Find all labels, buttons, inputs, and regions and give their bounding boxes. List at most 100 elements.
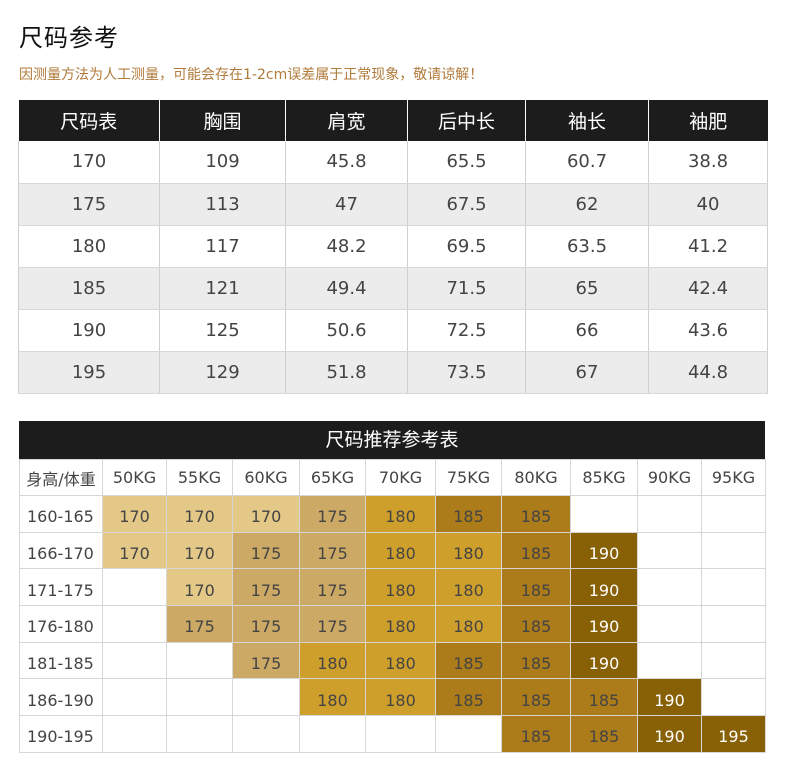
- recommend-row: 160-165 170 170 170 175 180 185 185: [19, 495, 766, 533]
- recommend-cell: 180: [365, 641, 436, 680]
- height-label: 181-185: [19, 641, 103, 680]
- header-length: 后中长: [407, 100, 526, 141]
- page-title: 尺码参考: [19, 24, 119, 52]
- recommend-cell: 180: [299, 678, 366, 717]
- height-label: 190-195: [19, 715, 103, 753]
- size-row: 175 113 47 67.5 62 40: [18, 183, 768, 226]
- recommend-cell: [701, 568, 766, 607]
- corner-label: 身高/体重: [19, 459, 103, 496]
- size-cell: 73.5: [407, 351, 526, 394]
- recommend-cell: 195: [701, 715, 766, 753]
- recommend-cell: 185: [501, 678, 571, 717]
- recommend-row: 171-175 170 175 175 180 180 185 190: [19, 568, 766, 607]
- height-label: 160-165: [19, 495, 103, 533]
- recommend-cell: [637, 605, 702, 643]
- recommend-cell: [102, 678, 167, 717]
- recommend-cell: 190: [637, 678, 702, 717]
- size-cell: 63.5: [525, 225, 649, 268]
- size-cell: 66: [525, 309, 649, 352]
- recommend-cell: [365, 715, 436, 753]
- size-cell: 40: [648, 183, 768, 226]
- size-row: 195 129 51.8 73.5 67 44.8: [18, 351, 768, 394]
- recommend-row: 190-195 185 185 190 195: [19, 715, 766, 753]
- size-cell: 60.7: [525, 141, 649, 184]
- recommend-cell: 180: [365, 605, 436, 643]
- recommend-cell: 175: [299, 495, 366, 533]
- recommend-cell: 185: [501, 605, 571, 643]
- weight-header: 60KG: [232, 459, 300, 496]
- size-cell: 51.8: [285, 351, 408, 394]
- recommend-cell: 180: [435, 605, 502, 643]
- recommend-cell: [232, 678, 300, 717]
- recommend-cell: [166, 641, 233, 680]
- recommend-cell: [701, 495, 766, 533]
- recommend-cell: 170: [232, 495, 300, 533]
- size-cell: 185: [18, 267, 160, 310]
- weight-header: 80KG: [501, 459, 571, 496]
- height-label: 171-175: [19, 568, 103, 607]
- size-cell: 44.8: [648, 351, 768, 394]
- recommend-cell: [102, 568, 167, 607]
- measurement-note: 因测量方法为人工测量，可能会存在1-2cm误差属于正常现象，敬请谅解！: [19, 67, 484, 83]
- recommend-cell: [102, 605, 167, 643]
- header-size: 尺码表: [18, 100, 160, 141]
- recommend-cell: 180: [365, 531, 436, 570]
- weight-header: 75KG: [435, 459, 502, 496]
- header-sleeve-length: 袖长: [525, 100, 649, 141]
- recommend-title: 尺码推荐参考表: [19, 421, 765, 459]
- recommend-cell: [102, 641, 167, 680]
- recommend-cell: 185: [501, 715, 571, 753]
- recommend-cell: 190: [570, 641, 638, 680]
- recommend-cell: [701, 678, 766, 717]
- header-sleeve-width: 袖肥: [648, 100, 768, 141]
- size-cell: 50.6: [285, 309, 408, 352]
- size-cell: 175: [18, 183, 160, 226]
- recommend-cell: [435, 715, 502, 753]
- size-cell: 67: [525, 351, 649, 394]
- recommend-cell: 170: [166, 531, 233, 570]
- recommend-cell: 185: [501, 568, 571, 607]
- size-cell: 117: [159, 225, 286, 268]
- recommend-cell: 180: [365, 495, 436, 533]
- weight-header: 90KG: [637, 459, 702, 496]
- size-row: 180 117 48.2 69.5 63.5 41.2: [18, 225, 768, 268]
- recommend-cell: 185: [570, 715, 638, 753]
- recommend-cell: 185: [435, 641, 502, 680]
- height-label: 176-180: [19, 605, 103, 643]
- recommend-cell: 190: [570, 531, 638, 570]
- recommend-row: 166-170 170 170 175 175 180 180 185 190: [19, 531, 766, 570]
- size-cell: 65: [525, 267, 649, 310]
- size-cell: 48.2: [285, 225, 408, 268]
- recommend-cell: 190: [570, 568, 638, 607]
- recommend-cell: 170: [166, 495, 233, 533]
- recommend-cell: 175: [299, 531, 366, 570]
- height-label: 186-190: [19, 678, 103, 717]
- recommend-cell: 185: [501, 531, 571, 570]
- recommend-cell: [701, 531, 766, 570]
- size-cell: 42.4: [648, 267, 768, 310]
- recommend-cell: 175: [232, 605, 300, 643]
- recommend-cell: 190: [570, 605, 638, 643]
- size-cell: 125: [159, 309, 286, 352]
- size-cell: 67.5: [407, 183, 526, 226]
- recommend-cell: [232, 715, 300, 753]
- size-cell: 180: [18, 225, 160, 268]
- size-cell: 113: [159, 183, 286, 226]
- weight-header: 85KG: [570, 459, 638, 496]
- size-cell: 190: [18, 309, 160, 352]
- size-cell: 65.5: [407, 141, 526, 184]
- height-label: 166-170: [19, 531, 103, 570]
- size-cell: 71.5: [407, 267, 526, 310]
- header-chest: 胸围: [159, 100, 286, 141]
- recommend-header: 身高/体重 50KG 55KG 60KG 65KG 70KG 75KG 80KG 85KG 90…: [19, 459, 766, 496]
- recommend-cell: [166, 678, 233, 717]
- recommend-cell: 185: [501, 495, 571, 533]
- size-row: 170 109 45.8 65.5 60.7 38.8: [18, 141, 768, 184]
- size-cell: 45.8: [285, 141, 408, 184]
- size-cell: 38.8: [648, 141, 768, 184]
- size-cell: 62: [525, 183, 649, 226]
- recommend-cell: 185: [570, 678, 638, 717]
- recommend-cell: [637, 495, 702, 533]
- recommend-cell: 180: [435, 568, 502, 607]
- recommend-cell: 170: [102, 495, 167, 533]
